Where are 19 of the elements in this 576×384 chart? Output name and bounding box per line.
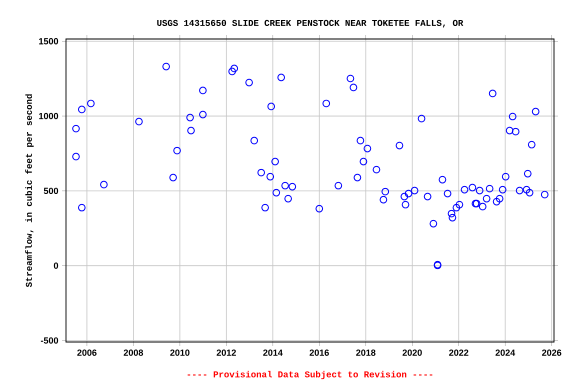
x-tick-label: 2012: [216, 350, 236, 356]
y-axis-title: Streamflow, in cubic feet per second: [25, 94, 34, 288]
chart-title: USGS 14315650 SLIDE CREEK PENSTOCK NEAR TOKETEE FALLS, OR: [157, 20, 464, 28]
text: ---- Provisional Data Subject to Revision ----: [188, 370, 432, 380]
x-tick-label: 2024: [496, 350, 516, 356]
y-tick-label: 0: [54, 262, 58, 269]
y-tick-label: 500: [44, 188, 58, 194]
y-tick-label: -500: [40, 337, 58, 344]
x-tick-label: 2016: [310, 350, 329, 356]
x-tick-label: 2010: [170, 350, 190, 356]
x-tick-label: 2022: [449, 350, 468, 356]
x-tick-label: 2006: [77, 350, 97, 356]
x-tick-label: 2020: [402, 350, 422, 356]
x-tick-label: 2008: [124, 350, 144, 356]
y-tick-label: 1500: [39, 38, 58, 44]
x-tick-label: 2018: [356, 350, 376, 356]
y-tick-label: 1000: [39, 112, 58, 120]
x-tick-label: 2026: [542, 350, 562, 356]
x-tick-label: 2014: [263, 350, 283, 356]
